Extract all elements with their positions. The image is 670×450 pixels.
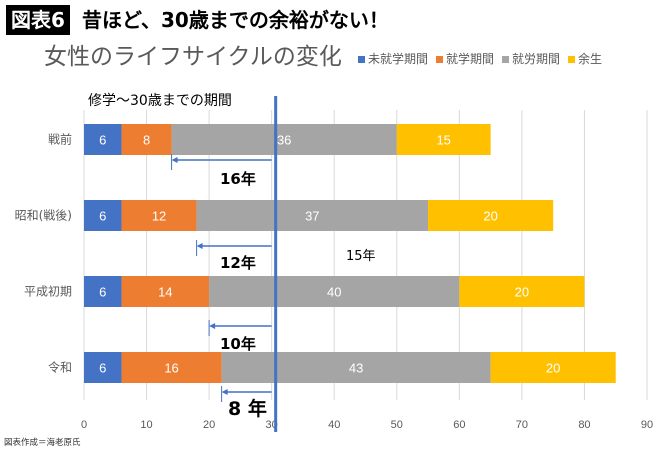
figure-badge: 図表6 [6, 5, 70, 35]
data-label: 6 [99, 361, 106, 376]
gap-label: 8 年 [228, 397, 267, 420]
data-label: 20 [546, 361, 560, 376]
bar-segment [84, 124, 122, 155]
figure-credit: 図表作成＝海老原氏 [4, 438, 81, 448]
bar-segment [84, 200, 122, 231]
bar-segment [196, 200, 429, 231]
x-tick-label: 50 [391, 419, 403, 431]
x-tick-label: 40 [328, 419, 340, 431]
x-tick-label: 80 [578, 419, 590, 431]
gap-label: 16年 [220, 170, 256, 188]
data-label: 6 [99, 209, 106, 224]
category-label: 令和 [48, 360, 72, 375]
bar-segment [84, 276, 122, 307]
data-label: 16 [164, 361, 178, 376]
legend-label: 就労期間 [512, 52, 561, 66]
x-tick-label: 70 [516, 419, 528, 431]
legend-item: 余生 [568, 50, 602, 67]
x-tick-label: 60 [453, 419, 465, 431]
arrow-head-icon [196, 243, 203, 249]
data-label: 20 [483, 209, 497, 224]
category-label: 戦前 [48, 132, 72, 147]
arrow-head-icon [221, 389, 228, 395]
gap-label: 10年 [220, 335, 256, 353]
legend-swatch [502, 56, 510, 63]
legend: 未就学期間 就学期間 就労期間 余生 [358, 50, 602, 67]
arrow-head-icon [171, 157, 178, 163]
category-label: 昭和(戦後) [15, 209, 72, 223]
x-tick-label: 20 [203, 419, 215, 431]
gap-label: 12年 [220, 254, 256, 272]
data-label: 14 [158, 285, 172, 300]
legend-swatch [568, 56, 576, 63]
bar-segment [84, 352, 122, 383]
data-label: 36 [277, 133, 291, 148]
legend-swatch [436, 56, 444, 63]
data-label: 37 [305, 209, 319, 224]
bar-segment [121, 124, 172, 155]
reference-line-label: 修学～30歳までの期間 [88, 93, 232, 109]
data-label: 15 [436, 133, 450, 148]
x-tick-label: 0 [81, 419, 87, 431]
bar-segment [121, 276, 210, 307]
data-label: 8 [143, 133, 150, 148]
legend-label: 就学期間 [446, 52, 495, 66]
legend-item: 未就学期間 [358, 50, 428, 67]
arrow-head-icon [209, 323, 216, 329]
legend-item: 就労期間 [502, 50, 560, 67]
x-tick-label: 10 [140, 419, 152, 431]
data-label: 6 [99, 133, 106, 148]
bar-segment [490, 352, 616, 383]
extra-annotation: 15年 [346, 249, 376, 264]
bar-segment [121, 352, 222, 383]
data-label: 12 [152, 209, 166, 224]
bar-segment [428, 200, 554, 231]
legend-label: 未就学期間 [368, 52, 429, 66]
data-label: 6 [99, 285, 106, 300]
bar-segment [396, 124, 491, 155]
bar-segment [209, 276, 460, 307]
data-label: 20 [515, 285, 529, 300]
bar-segment [171, 124, 397, 155]
bar-segment [459, 276, 585, 307]
figure-headline: 昔ほど、30歳までの余裕がない！ [82, 8, 389, 32]
legend-swatch [358, 56, 365, 63]
bar-segment [121, 200, 197, 231]
x-tick-label: 90 [641, 419, 653, 431]
data-label: 40 [327, 285, 341, 300]
category-label: 平成初期 [24, 285, 72, 299]
data-label: 43 [349, 361, 363, 376]
bar-segment [221, 352, 491, 383]
legend-item: 就学期間 [436, 50, 494, 67]
legend-label: 余生 [578, 52, 603, 66]
chart-title: 女性のライフサイクルの変化 [44, 44, 342, 70]
